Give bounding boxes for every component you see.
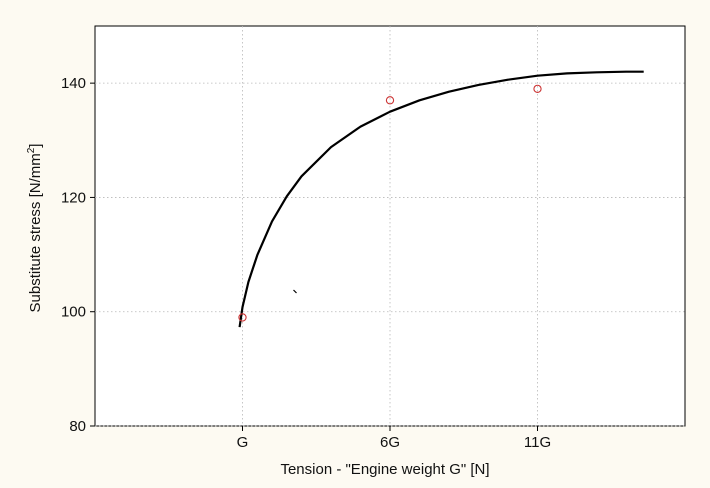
data-point	[238, 313, 247, 322]
fit-curve	[238, 70, 644, 328]
x-tick-label: 11G	[524, 434, 551, 451]
y-tick-label: 100	[61, 304, 86, 321]
y-axis-title-superscript: 2	[26, 147, 37, 153]
x-tick-label: 6G	[380, 434, 400, 451]
x-tick-label: G	[237, 434, 249, 451]
data-points	[238, 84, 542, 322]
x-axis-title: Tension - "Engine weight G" [N]	[280, 461, 489, 478]
data-point	[533, 84, 542, 94]
stray-mark	[293, 289, 297, 294]
y-axis-title-end: ]	[27, 144, 44, 148]
y-tick-label: 80	[69, 418, 86, 435]
data-point	[385, 96, 395, 105]
fit-curve-layer	[238, 70, 644, 328]
y-axis-title-main: Substitute stress [N/mm	[27, 153, 44, 312]
y-tick-label: 140	[61, 75, 86, 92]
y-tick-label: 120	[61, 189, 86, 206]
axis-ticks: 80 100 120 140 G 6G 11G	[61, 75, 551, 451]
grid	[95, 26, 685, 427]
y-axis-title: Substitute stress [N/mm2]	[26, 144, 44, 313]
